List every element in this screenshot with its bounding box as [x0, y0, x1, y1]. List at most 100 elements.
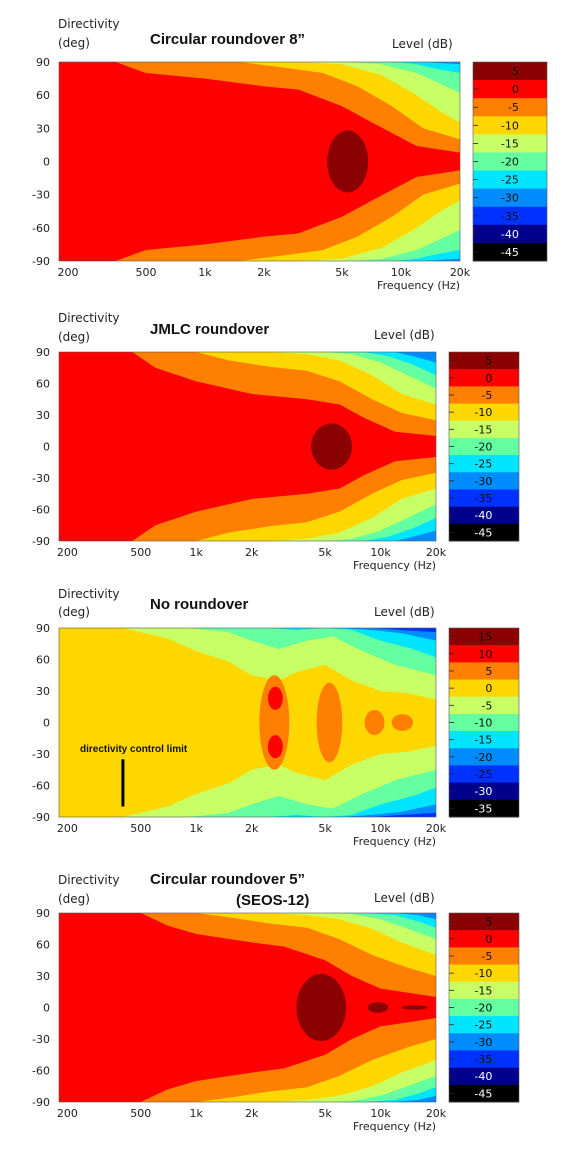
- x-tick-label: 10k: [391, 266, 412, 279]
- x-tick-label: 2k: [245, 1107, 259, 1120]
- x-tick-label: 5k: [335, 266, 349, 279]
- colorbar-swatch: [449, 799, 519, 818]
- x-tick-label: 10k: [370, 546, 391, 559]
- x-tick-label: 10k: [370, 822, 391, 835]
- colorbar-tick-label: -20: [474, 441, 492, 454]
- y-tick-label: 0: [43, 1002, 50, 1015]
- x-tick-label: 5k: [318, 546, 332, 559]
- colorbar-tick-label: -25: [501, 174, 519, 187]
- y-tick-label: -90: [32, 1096, 50, 1109]
- y-axis-unit: (deg): [58, 892, 90, 906]
- colorbar-tick-label: -30: [474, 1036, 492, 1049]
- colorbar-swatch: [449, 998, 519, 1017]
- y-tick-label: 60: [36, 654, 50, 667]
- colorbar-swatch: [449, 369, 519, 387]
- x-tick-label: 500: [130, 822, 151, 835]
- x-tick-label: 5k: [318, 1107, 332, 1120]
- colorbar-swatch: [449, 523, 519, 542]
- colorbar-tick-label: -35: [474, 492, 492, 505]
- y-tick-label: 30: [36, 685, 50, 698]
- contour-band-top: [59, 628, 436, 633]
- colorbar-swatch: [449, 782, 519, 801]
- hot-spot: [327, 130, 369, 193]
- colorbar-swatch: [473, 188, 547, 208]
- chart-title: Circular roundover 5”: [150, 871, 305, 888]
- colorbar-tick-label: -20: [474, 751, 492, 764]
- contour-band-bottom: [59, 230, 460, 261]
- chart-panel-4: 90 60 30 0 -30 -60 -90 200 500 1k 2k 5k 10k 20k Direct…: [32, 871, 520, 1133]
- contour-band-bottom: [59, 769, 436, 817]
- colorbar-swatch: [449, 930, 519, 948]
- colorbar-swatch: [449, 981, 519, 1000]
- colorbar-tick-label: -5: [508, 101, 519, 114]
- colorbar-swatch: [449, 913, 519, 931]
- y-tick-label: -90: [32, 255, 50, 268]
- colorbar-label: Level (dB): [374, 891, 435, 905]
- x-tick-label: 20k: [450, 266, 471, 279]
- colorbar-swatch: [449, 352, 519, 370]
- colorbar-tick-label: -30: [474, 475, 492, 488]
- colorbar-tick-label: -40: [474, 509, 492, 522]
- colorbar-tick-label: -5: [481, 950, 492, 963]
- x-tick-label: 200: [57, 1107, 78, 1120]
- colorbar-swatch: [473, 62, 547, 81]
- x-tick-label: 200: [57, 822, 78, 835]
- x-tick-label: 5k: [318, 822, 332, 835]
- colorbar-swatch: [449, 420, 519, 439]
- x-axis-label: Frequency (Hz): [353, 1120, 436, 1133]
- colorbar-tick-label: 0: [485, 682, 492, 695]
- contour-band-top: [59, 913, 436, 976]
- colorbar-tick-label: 0: [485, 933, 492, 946]
- colorbar-tick-label: -10: [474, 967, 492, 980]
- contour-band-top: [59, 62, 460, 140]
- colorbar-tick-label: -10: [474, 406, 492, 419]
- colorbar-tick-label: -40: [474, 1070, 492, 1083]
- x-tick-label: 500: [135, 266, 156, 279]
- colorbar-swatch: [449, 1084, 519, 1103]
- contour-band-top: [59, 352, 436, 421]
- contour-band-top: [59, 352, 436, 376]
- colorbar-tick-label: -5: [481, 699, 492, 712]
- colorbar-swatch: [449, 947, 519, 966]
- colorbar-label: Level (dB): [374, 605, 435, 619]
- x-tick-label: 2k: [245, 546, 259, 559]
- colorbar-tick-label: -25: [474, 458, 492, 471]
- contour-band-top: [59, 62, 460, 74]
- hot-spot: [367, 1002, 389, 1013]
- y-tick-label: -60: [32, 504, 50, 517]
- colorbar-tick-label: 5: [485, 355, 492, 368]
- contour-band-top: [59, 913, 436, 928]
- y-tick-label: 90: [36, 346, 50, 359]
- contour-band-top: [59, 628, 436, 676]
- y-tick-label: 30: [36, 970, 50, 983]
- colorbar-swatch: [473, 134, 547, 153]
- colorbar-swatch: [449, 1016, 519, 1034]
- chart-panel-1: 90 60 30 0 -30 -60 -90 200 500 1k 2k 5k 10k 20k Direct…: [32, 17, 548, 292]
- y-tick-label: -60: [32, 1065, 50, 1078]
- colorbar-swatch: [449, 748, 519, 766]
- hot-spot: [364, 709, 385, 736]
- colorbar-swatch: [449, 731, 519, 749]
- colorbar-tick-label: -20: [474, 1002, 492, 1015]
- colorbar-label: Level (dB): [374, 328, 435, 342]
- y-tick-label: 30: [36, 409, 50, 422]
- y-tick-label: -60: [32, 780, 50, 793]
- colorbar-tick-label: -10: [501, 119, 519, 132]
- colorbar-tick-label: 0: [512, 83, 519, 96]
- y-axis-label: Directivity: [58, 311, 120, 325]
- y-axis-label: Directivity: [58, 17, 120, 31]
- colorbar-tick-label: -25: [474, 1019, 492, 1032]
- x-tick-label: 200: [57, 546, 78, 559]
- x-tick-label: 500: [130, 1107, 151, 1120]
- colorbar-tick-label: -15: [501, 137, 519, 150]
- colorbar-swatch: [449, 964, 519, 983]
- colorbar-swatch: [449, 1033, 519, 1051]
- y-tick-label: -90: [32, 535, 50, 548]
- colorbar-tick-label: -45: [501, 246, 519, 259]
- y-tick-label: 0: [43, 717, 50, 730]
- colorbar-swatch: [449, 765, 519, 784]
- colorbar-swatch: [449, 696, 519, 715]
- colorbar-swatch: [449, 662, 519, 681]
- y-axis-label: Directivity: [58, 587, 120, 601]
- y-tick-label: -30: [32, 748, 50, 761]
